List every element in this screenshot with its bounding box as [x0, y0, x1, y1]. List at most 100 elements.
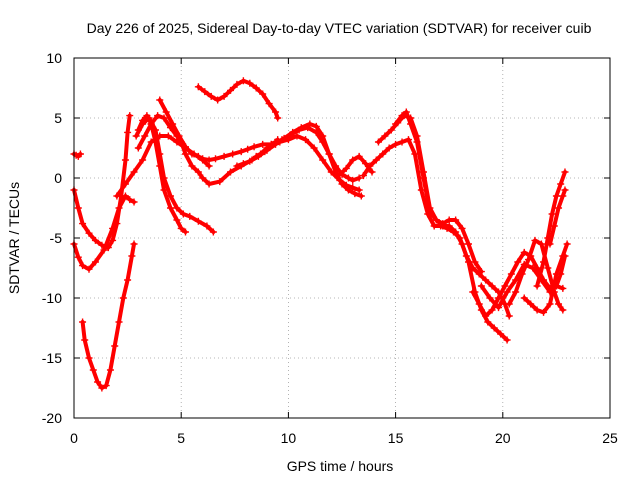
data-point — [379, 150, 387, 158]
series-arc-13 — [336, 152, 376, 178]
data-point — [336, 170, 344, 178]
data-point — [482, 312, 490, 320]
data-point — [85, 265, 93, 273]
series-line — [72, 194, 136, 272]
data-point — [501, 282, 509, 290]
data-point — [540, 258, 548, 266]
data-point — [349, 176, 357, 184]
data-point — [505, 312, 513, 320]
series-arc-20 — [520, 240, 571, 316]
data-point — [392, 140, 400, 148]
data-point — [259, 140, 267, 148]
data-point — [392, 120, 400, 128]
data-point — [173, 216, 181, 224]
data-point — [227, 86, 235, 94]
chart-title: Day 226 of 2025, Sidereal Day-to-day VTE… — [87, 20, 592, 36]
data-point — [220, 152, 228, 160]
data-point — [151, 138, 159, 146]
data-point — [85, 229, 93, 237]
data-point — [194, 83, 202, 91]
data-point — [319, 156, 327, 164]
data-point — [162, 108, 170, 116]
data-point — [531, 236, 539, 244]
data-point — [207, 92, 215, 100]
data-point — [552, 192, 560, 200]
data-point — [458, 224, 466, 232]
data-point — [445, 216, 453, 224]
x-axis-label: GPS time / hours — [287, 458, 394, 474]
data-point — [349, 156, 357, 164]
data-point — [398, 138, 406, 146]
data-point — [237, 148, 245, 156]
data-point — [432, 216, 440, 224]
data-point — [98, 384, 106, 392]
data-point — [464, 258, 472, 266]
data-point — [156, 162, 164, 170]
data-point — [143, 112, 151, 120]
data-point — [398, 112, 406, 120]
data-point — [490, 324, 498, 332]
data-point — [552, 270, 560, 278]
data-point — [482, 276, 490, 284]
data-point — [194, 217, 202, 225]
data-point — [484, 318, 492, 326]
data-point — [132, 132, 140, 140]
data-point — [124, 128, 132, 136]
data-point — [561, 186, 569, 194]
x-tick-label: 25 — [602, 430, 618, 446]
data-point — [312, 122, 320, 130]
data-point — [239, 160, 247, 168]
x-tick-label: 20 — [495, 430, 511, 446]
data-point — [518, 270, 526, 278]
data-point — [94, 378, 102, 386]
data-point — [488, 282, 496, 290]
data-point — [561, 168, 569, 176]
data-point — [199, 155, 207, 163]
data-point — [121, 180, 129, 188]
data-point — [368, 168, 376, 176]
data-point — [533, 306, 541, 314]
data-point — [233, 162, 241, 170]
data-point — [109, 224, 117, 232]
data-point — [387, 126, 395, 134]
y-tick-label: -15 — [42, 350, 62, 366]
data-point — [495, 304, 503, 312]
data-point — [128, 252, 136, 260]
data-point — [505, 300, 513, 308]
data-point — [164, 132, 172, 140]
data-point — [525, 256, 533, 264]
data-point — [439, 220, 447, 228]
x-tick-label: 15 — [388, 430, 404, 446]
data-point — [304, 124, 312, 132]
data-point — [130, 240, 138, 248]
data-point — [130, 198, 138, 206]
data-point — [115, 318, 123, 326]
y-tick-label: 5 — [54, 110, 62, 126]
series-arc-10 — [194, 77, 282, 122]
data-point — [250, 143, 258, 151]
data-point — [205, 162, 213, 170]
x-tick-label: 5 — [177, 430, 185, 446]
data-point — [507, 270, 515, 278]
data-point — [139, 156, 147, 164]
data-point — [464, 240, 472, 248]
data-point — [141, 132, 149, 140]
data-point — [527, 300, 535, 308]
data-point — [181, 143, 189, 151]
data-point — [514, 258, 522, 266]
data-point — [199, 174, 207, 182]
data-point — [246, 79, 254, 87]
data-point — [194, 168, 202, 176]
data-point — [81, 336, 89, 344]
series-arc-14 — [359, 136, 513, 320]
data-point — [402, 108, 410, 116]
series-line — [393, 110, 484, 274]
data-point — [302, 136, 310, 144]
data-point — [154, 112, 162, 120]
data-point — [265, 100, 273, 108]
data-point — [79, 262, 87, 270]
data-point — [312, 128, 320, 136]
data-point — [452, 228, 460, 236]
data-point — [355, 174, 363, 182]
series-arc-21 — [533, 168, 569, 290]
